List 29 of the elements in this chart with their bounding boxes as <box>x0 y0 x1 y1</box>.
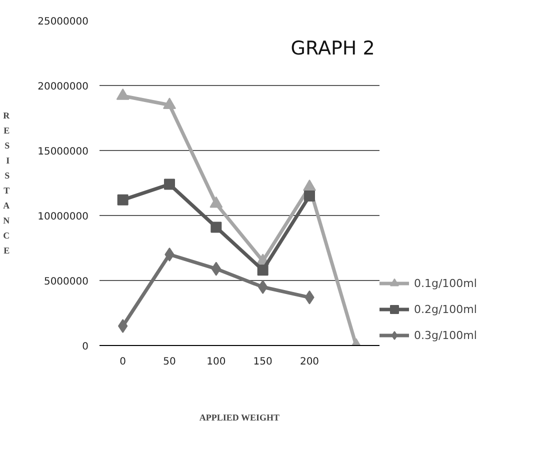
legend-label: 0.1g/100ml <box>414 276 477 290</box>
point <box>304 190 315 202</box>
point <box>303 179 316 191</box>
point <box>116 88 130 100</box>
text: RESISTANCE <box>3 110 10 256</box>
y-tick-label: 15000000 <box>38 146 89 158</box>
x-tick-label: 50 <box>163 356 176 368</box>
y-tick-label: 25000000 <box>38 16 89 28</box>
x-tick-label: 150 <box>253 356 272 368</box>
point <box>210 196 223 208</box>
legend-label: 0.3g/100ml <box>414 328 477 342</box>
x-tick-label: 100 <box>206 356 226 368</box>
point <box>118 319 128 333</box>
point <box>210 222 222 233</box>
point <box>257 264 268 276</box>
point <box>163 98 176 109</box>
point <box>164 248 174 262</box>
x-tick-label: 0 <box>120 356 126 368</box>
x-tick-label: 200 <box>300 356 320 368</box>
y-tick-label: 0 <box>82 342 89 352</box>
y-tick-label: 10000000 <box>38 212 89 222</box>
x-axis-title: APPLIED WEIGHT <box>199 412 280 422</box>
point <box>258 280 268 294</box>
point <box>117 194 128 206</box>
legend-label: 0.2g/100ml <box>414 302 477 316</box>
y-tick-label: 5000000 <box>44 276 89 288</box>
text: GRAPH 2 <box>290 38 375 60</box>
y-tick-label: 20000000 <box>38 82 89 92</box>
point <box>164 178 175 190</box>
